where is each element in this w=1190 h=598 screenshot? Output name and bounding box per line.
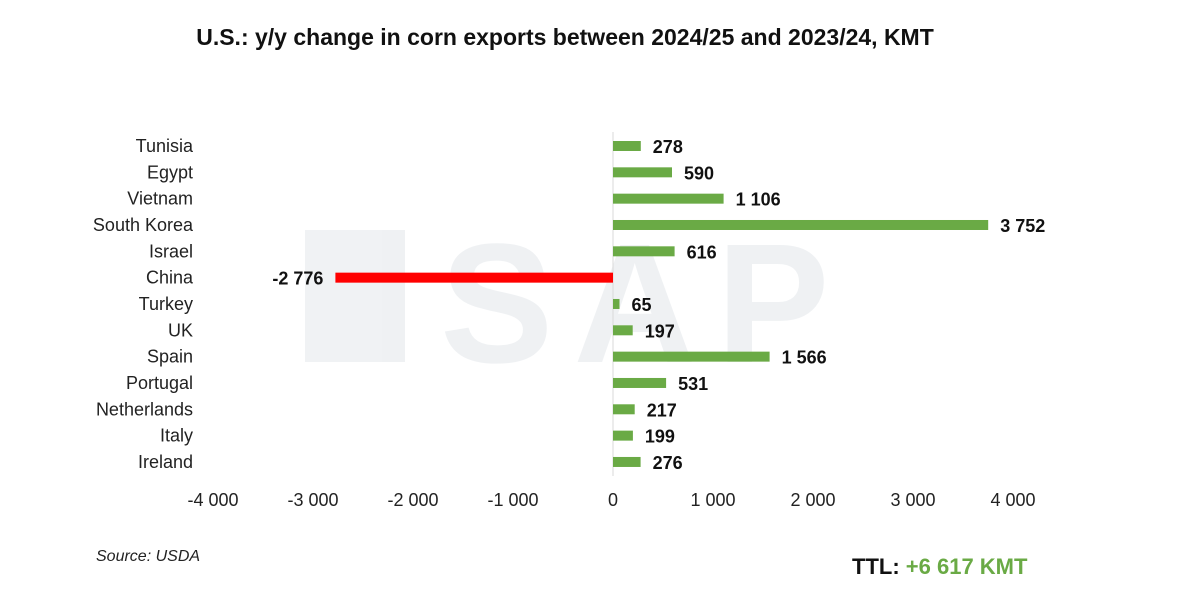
x-tick-label: 3 000 [890,490,935,510]
x-tick-label: 2 000 [790,490,835,510]
bar [613,141,641,151]
data-label: -2 776 [272,269,323,289]
data-label: 3 752 [1000,216,1045,236]
category-label: China [146,268,194,288]
data-label: 531 [678,374,708,394]
bar [613,456,641,467]
bar [613,167,672,178]
category-label: Israel [149,241,193,261]
category-label: Vietnam [127,189,193,209]
category-label: Spain [147,347,193,367]
category-label: Egypt [147,162,193,182]
data-label: 276 [653,453,683,473]
bar [613,193,724,204]
x-tick-label: 4 000 [990,490,1035,510]
category-label: Netherlands [96,399,193,419]
category-label: Italy [160,426,193,446]
data-label: 197 [645,321,675,341]
data-label: 65 [632,295,652,315]
data-label: 278 [653,137,683,157]
bar [613,246,675,257]
data-label: 217 [647,400,677,420]
category-label: Tunisia [136,136,194,156]
x-tick-label: 1 000 [690,490,735,510]
category-label: Turkey [139,294,193,314]
bar [613,430,633,441]
data-label: 1 566 [782,348,827,368]
category-label: South Korea [93,215,194,235]
data-label: 590 [684,163,714,183]
data-label: 199 [645,427,675,447]
bar [613,298,620,309]
x-tick-label: -1 000 [487,490,538,510]
bar [335,272,613,283]
total-value: +6 617 KMT [905,554,1028,579]
asap-watermark: SAP [305,209,850,399]
bar [613,351,770,362]
total-summary: TTL: +6 617 KMT [852,554,1027,580]
source-note: Source: USDA [96,548,201,565]
svg-text:SAP: SAP [440,209,850,399]
x-tick-label: -3 000 [287,490,338,510]
category-label: UK [168,320,193,340]
data-label: 1 106 [736,190,781,210]
chart-title: U.S.: y/y change in corn exports between… [196,24,934,50]
bar [613,325,633,336]
x-tick-label: -4 000 [187,490,238,510]
bar [613,377,667,388]
data-label: 616 [687,242,717,262]
bar [613,219,989,230]
category-label: Portugal [126,373,193,393]
total-label: TTL: [852,554,900,579]
x-tick-label: -2 000 [387,490,438,510]
category-label: Ireland [138,452,193,472]
bar [613,404,635,415]
x-tick-label: 0 [608,490,618,510]
